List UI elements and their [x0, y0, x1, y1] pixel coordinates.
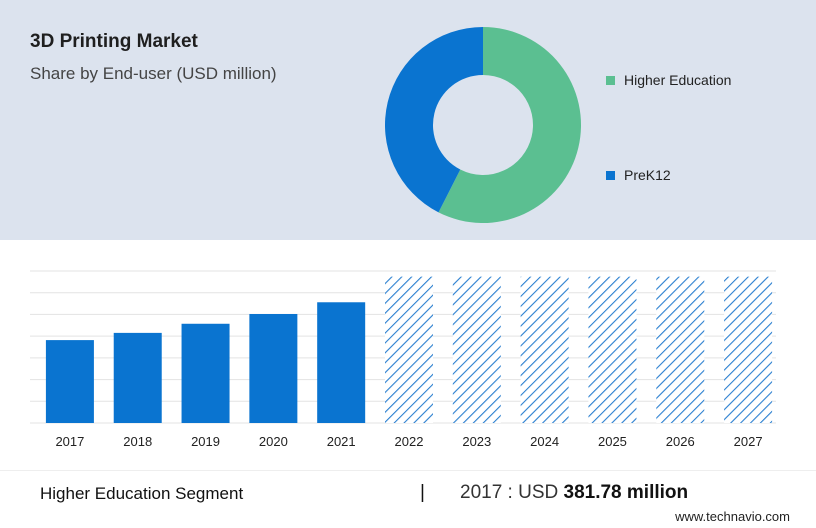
- forecast-bar-2027: [724, 276, 773, 423]
- chart-title: 3D Printing Market: [30, 31, 198, 52]
- legend-label-prek12: PreK12: [624, 167, 671, 183]
- x-tick-label-2024: 2024: [530, 434, 559, 449]
- forecast-bar-2026: [656, 276, 705, 423]
- bar-2021: [317, 302, 366, 423]
- x-tick-label-2018: 2018: [123, 434, 152, 449]
- bar-2019: [181, 323, 230, 423]
- x-tick-label-2023: 2023: [462, 434, 491, 449]
- forecast-bar-2025: [588, 276, 637, 423]
- forecast-bar-2023: [452, 276, 501, 423]
- segment-value-amount: 381.78 million: [563, 482, 689, 503]
- x-tick-label-2027: 2027: [734, 434, 763, 449]
- legend-swatch-higher-education: [606, 75, 615, 85]
- bar-chart: 2017 2018 2019 2020 2021 2022 2023 2024 2025 2026…: [30, 270, 776, 449]
- bar-2017: [45, 340, 94, 423]
- forecast-bar-2024: [520, 276, 569, 423]
- x-tick-label-2026: 2026: [666, 434, 695, 449]
- chart-subtitle: Share by End-user (USD million): [30, 64, 277, 83]
- donut-slice-prek12: [385, 27, 483, 213]
- source-link[interactable]: www.technavio.com: [675, 509, 790, 524]
- x-tick-label-2021: 2021: [327, 434, 356, 449]
- x-tick-label-2020: 2020: [259, 434, 288, 449]
- x-tick-label-2017: 2017: [55, 434, 84, 449]
- footer-divider: [0, 470, 816, 471]
- x-tick-label-2019: 2019: [191, 434, 220, 449]
- forecast-bar-2022: [385, 276, 433, 423]
- donut-slice-higher-education: [438, 27, 581, 223]
- bar-2018: [113, 332, 162, 423]
- segment-value-prefix: 2017 : USD: [460, 482, 559, 503]
- bar-2020: [249, 313, 298, 423]
- summary-panel: 3D Printing Market Share by End-user (US…: [0, 0, 816, 240]
- legend-item-higher-education: Higher Education: [606, 72, 731, 88]
- segment-value: 2017 : USD 381.78 million: [460, 482, 688, 504]
- donut-chart: [385, 27, 581, 223]
- footer-separator: |: [420, 482, 425, 503]
- x-tick-label-2022: 2022: [395, 434, 424, 449]
- x-tick-label-2025: 2025: [598, 434, 627, 449]
- legend-swatch-prek12: [606, 170, 615, 180]
- legend-label-higher-education: Higher Education: [624, 72, 732, 88]
- legend-item-prek12: PreK12: [606, 167, 671, 183]
- segment-label: Higher Education Segment: [40, 484, 244, 503]
